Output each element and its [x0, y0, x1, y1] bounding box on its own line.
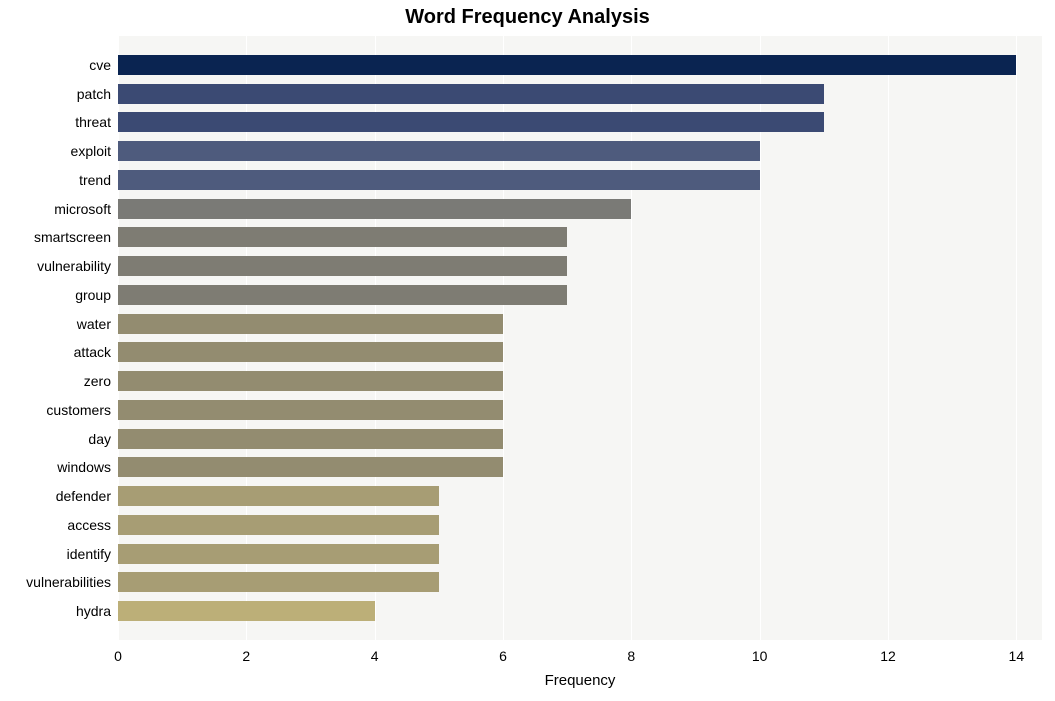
- y-tick-label: access: [67, 511, 111, 539]
- chart-title: Word Frequency Analysis: [0, 6, 1055, 29]
- y-tick-label: trend: [79, 166, 111, 194]
- x-tick-label: 4: [371, 648, 379, 664]
- y-tick-label: patch: [77, 80, 111, 108]
- bar: [118, 285, 567, 305]
- bar: [118, 55, 1016, 75]
- bar: [118, 256, 567, 276]
- bar: [118, 429, 503, 449]
- bar: [118, 515, 439, 535]
- y-tick-label: day: [88, 425, 111, 453]
- y-tick-label: windows: [57, 453, 111, 481]
- y-tick-label: zero: [84, 367, 111, 395]
- bar: [118, 227, 567, 247]
- y-tick-label: microsoft: [54, 195, 111, 223]
- y-tick-label: cve: [89, 51, 111, 79]
- bar: [118, 112, 824, 132]
- bar: [118, 342, 503, 362]
- bar: [118, 314, 503, 334]
- grid-line: [888, 36, 889, 640]
- bar: [118, 572, 439, 592]
- bar: [118, 199, 631, 219]
- bar: [118, 544, 439, 564]
- x-tick-label: 8: [627, 648, 635, 664]
- bar: [118, 141, 760, 161]
- y-tick-label: attack: [74, 338, 111, 366]
- bar: [118, 371, 503, 391]
- bar: [118, 400, 503, 420]
- bar: [118, 486, 439, 506]
- x-tick-label: 14: [1009, 648, 1025, 664]
- word-frequency-chart: Word Frequency Analysis cvepatchthreatex…: [0, 0, 1055, 701]
- x-tick-label: 2: [242, 648, 250, 664]
- y-tick-label: customers: [46, 396, 111, 424]
- x-tick-label: 12: [880, 648, 896, 664]
- x-axis-ticks: 02468101214: [118, 648, 1042, 668]
- y-tick-label: smartscreen: [34, 223, 111, 251]
- y-tick-label: defender: [56, 482, 111, 510]
- bar: [118, 601, 375, 621]
- x-tick-label: 6: [499, 648, 507, 664]
- bar: [118, 457, 503, 477]
- y-tick-label: vulnerabilities: [26, 568, 111, 596]
- y-tick-label: exploit: [71, 137, 111, 165]
- y-tick-label: water: [77, 310, 111, 338]
- y-tick-label: identify: [67, 540, 111, 568]
- y-tick-label: vulnerability: [37, 252, 111, 280]
- y-tick-label: hydra: [76, 597, 111, 625]
- y-tick-label: threat: [75, 108, 111, 136]
- bar: [118, 170, 760, 190]
- grid-line: [1016, 36, 1017, 640]
- x-axis-title: Frequency: [118, 672, 1042, 689]
- plot-area: [118, 36, 1042, 640]
- y-tick-label: group: [75, 281, 111, 309]
- x-tick-label: 10: [752, 648, 768, 664]
- bar: [118, 84, 824, 104]
- x-tick-label: 0: [114, 648, 122, 664]
